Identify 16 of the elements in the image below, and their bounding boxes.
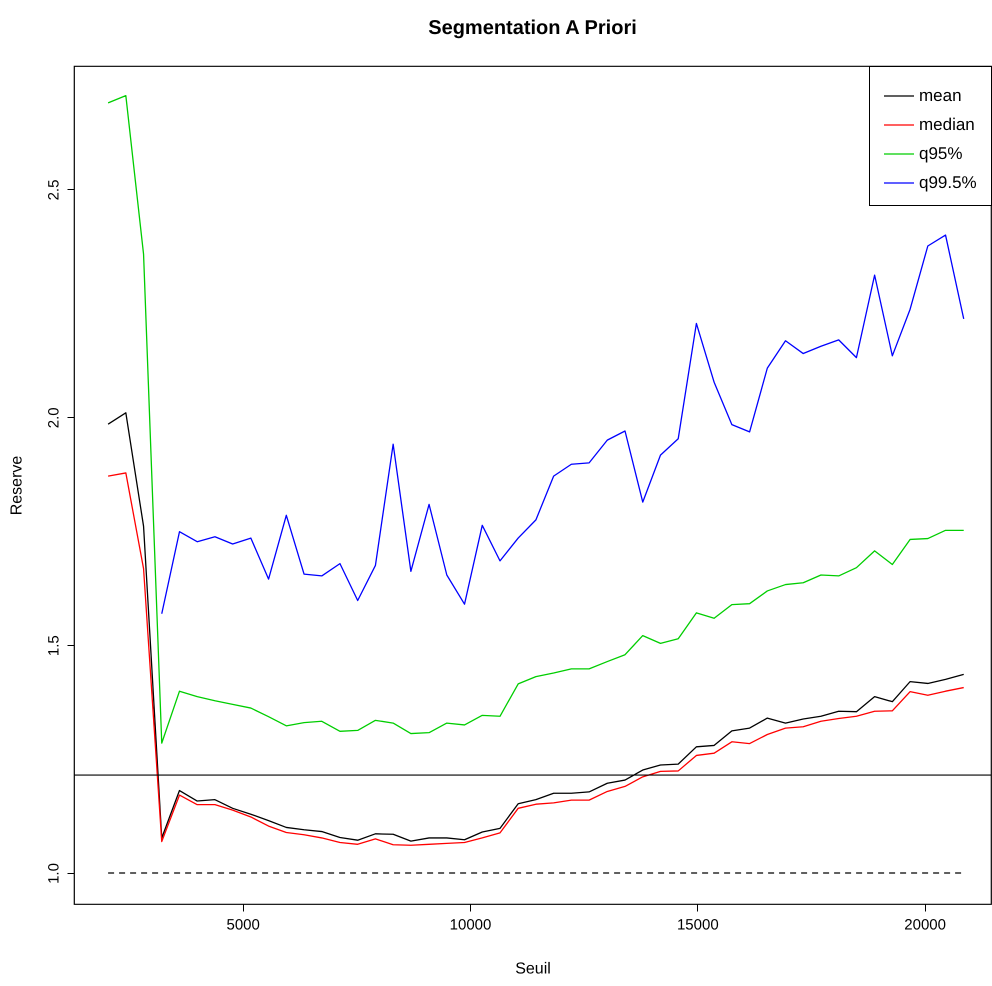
y-tick-label: 2.0 [46, 407, 62, 428]
legend-label: q99.5% [919, 173, 977, 192]
line-series [161, 234, 964, 614]
legend-label: q95% [919, 144, 962, 163]
x-tick-label: 10000 [450, 916, 492, 934]
x-tick-label: 20000 [904, 916, 946, 934]
x-axis-title: Seuil [515, 960, 551, 978]
y-tick-label: 1.0 [46, 863, 62, 884]
y-tick-label: 2.5 [46, 180, 62, 200]
x-tick-label: 15000 [676, 916, 719, 934]
legend-label: mean [919, 86, 962, 105]
y-tick-label: 1.5 [46, 635, 62, 656]
chart-title: Segmentation A Priori [428, 17, 637, 39]
legend-label: median [919, 115, 975, 134]
x-tick-label: 5000 [226, 916, 260, 934]
y-axis-title: Reserve [8, 456, 26, 516]
